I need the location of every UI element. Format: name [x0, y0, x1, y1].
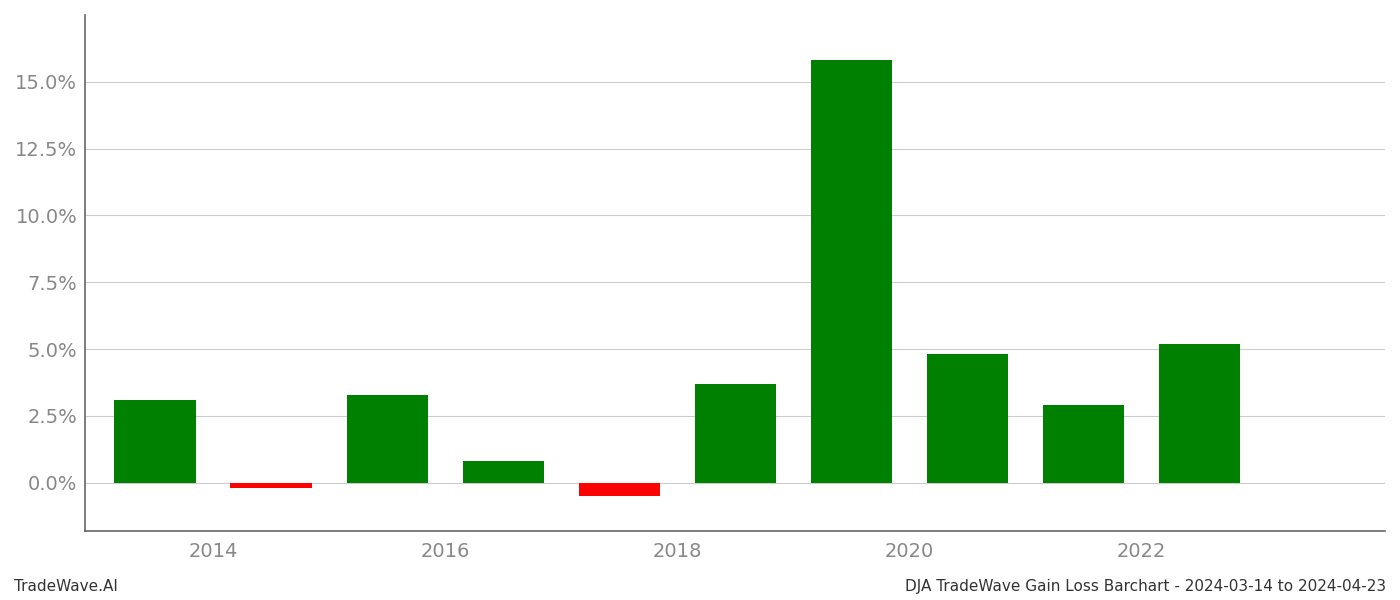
Bar: [578, 483, 659, 496]
Bar: [231, 483, 312, 488]
Bar: [462, 461, 543, 483]
Text: TradeWave.AI: TradeWave.AI: [14, 579, 118, 594]
Bar: [811, 61, 892, 483]
Bar: [1043, 405, 1124, 483]
Text: DJA TradeWave Gain Loss Barchart - 2024-03-14 to 2024-04-23: DJA TradeWave Gain Loss Barchart - 2024-…: [904, 579, 1386, 594]
Bar: [347, 395, 428, 483]
Bar: [115, 400, 196, 483]
Bar: [927, 355, 1008, 483]
Bar: [694, 384, 776, 483]
Bar: [1159, 344, 1240, 483]
